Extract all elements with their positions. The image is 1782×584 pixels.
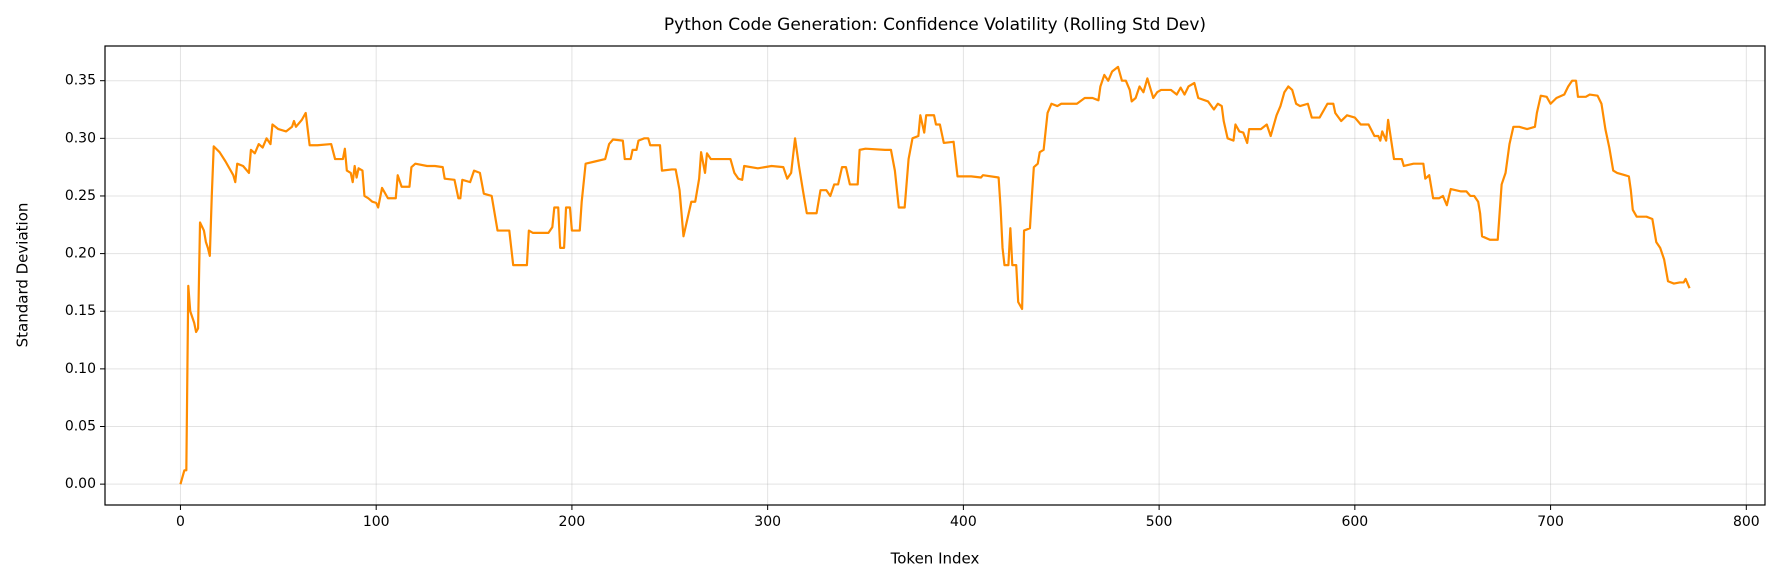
y-axis-label: Standard Deviation [14, 203, 32, 348]
y-tick-label: 0.10 [65, 361, 96, 377]
y-tick-label: 0.15 [65, 303, 96, 319]
x-tick-label: 700 [1537, 514, 1564, 530]
y-tick-label: 0.30 [65, 130, 96, 146]
x-tick-label: 600 [1341, 514, 1368, 530]
y-tick-label: 0.20 [65, 246, 96, 262]
line [179, 65, 1691, 485]
x-tick-label: 800 [1733, 514, 1760, 530]
y-tick-label: 0.05 [65, 419, 96, 435]
x-tick-label: 200 [559, 514, 586, 530]
x-tick-label: 100 [363, 514, 390, 530]
x-tick-label: 300 [754, 514, 781, 530]
x-axis-label: Token Index [890, 550, 980, 568]
y-tick-label: 0.35 [65, 73, 96, 89]
chart-title: Python Code Generation: Confidence Volat… [664, 15, 1206, 35]
y-tick-label: 0.25 [65, 188, 96, 204]
y-tick-label: 0.00 [65, 476, 96, 492]
x-tick-label: 0 [176, 514, 185, 530]
x-tick-label: 400 [950, 514, 977, 530]
x-tick-label: 500 [1146, 514, 1173, 530]
plot-frame [104, 45, 1766, 506]
